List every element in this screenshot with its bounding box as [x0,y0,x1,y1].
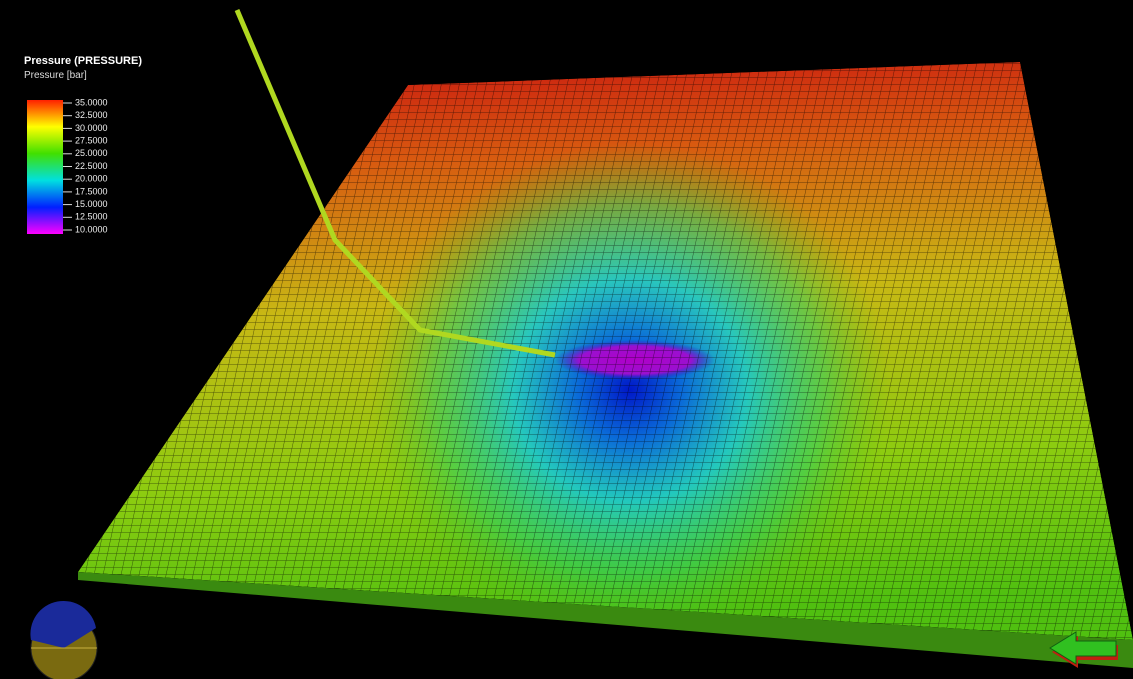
legend-label: 20.0000 [75,174,108,184]
legend-subtitle: Pressure [bar] [24,70,87,81]
legend-title: Pressure (PRESSURE) [24,55,142,67]
viewport: Pressure (PRESSURE) Pressure [bar] 35.00… [0,0,1133,679]
orientation-compass [30,601,97,679]
legend-label: 17.5000 [75,186,108,196]
legend-label: 12.5000 [75,212,108,222]
grid-cells [0,0,1133,679]
legend-label: 35.0000 [75,97,108,107]
legend-label: 32.5000 [75,110,108,120]
legend-label: 22.5000 [75,161,108,171]
color-bar [27,100,63,234]
legend-label: 15.0000 [75,199,108,209]
legend-label: 30.0000 [75,123,108,133]
legend-label: 25.0000 [75,148,108,158]
reservoir-grid [0,0,1133,679]
legend-label: 27.5000 [75,135,108,145]
legend: Pressure (PRESSURE) Pressure [bar] 35.00… [24,55,142,234]
legend-label: 10.0000 [75,224,108,234]
